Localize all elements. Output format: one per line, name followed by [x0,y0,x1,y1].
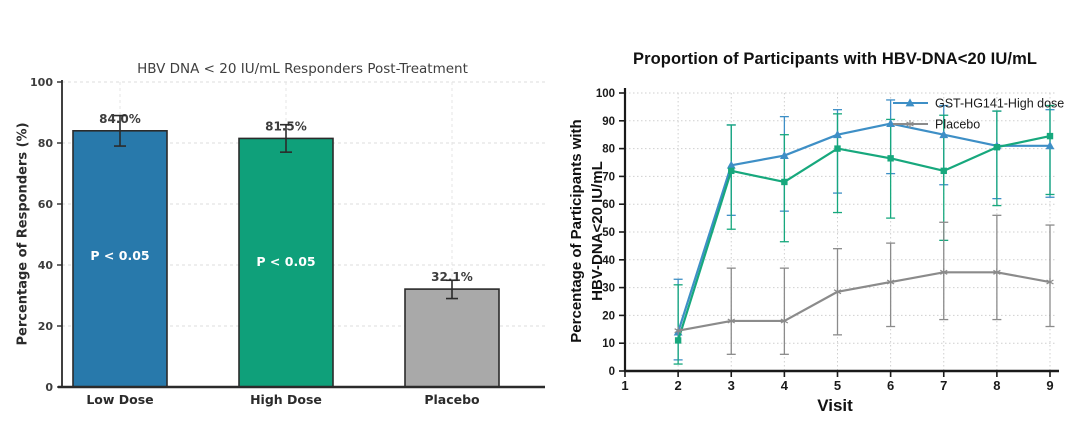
triangle-marker [726,160,736,169]
line-chart-y-axis-label: Percentage of Participants with HBV-DNA<… [566,119,608,342]
bar-chart: P < 0.05 P < 0.0584.0%81.5%32.1%020406080… [30,76,545,407]
line-chart-y-tick-label: 10 [602,338,615,350]
series-line [677,122,1050,333]
bar-chart-y-tick-label: 40 [38,259,54,272]
line-chart-y-axis-label-line1: Percentage of Participants with [568,119,585,343]
star-marker [993,268,1001,277]
bar-chart-y-tick-label: 80 [38,137,54,150]
line-chart-y-tick-label: 90 [602,116,615,128]
square-marker [940,167,947,175]
line-chart-legend: GST-HG141-High dose Placebo [893,97,1064,132]
line-chart-title: Proportion of Participants with HBV-DNA<… [632,50,1038,68]
bar-error-bar [280,123,292,153]
line-chart-x-tick-label: 2 [675,378,682,393]
line-chart-x-tick-label: 3 [728,378,735,393]
line-chart-y-tick-label: 80 [602,144,615,156]
line-chart-y-tick-label: 60 [602,199,615,211]
triangle-marker [779,150,789,159]
triangle-marker [886,118,896,127]
bar-chart-y-tick-label: 20 [38,320,54,333]
line-chart-x-tick-label: 8 [993,378,1000,393]
line-chart-x-tick-label: 6 [887,378,894,393]
line-chart-x-tick-label: 1 [621,378,628,393]
bar-chart-x-tick-label: High Dose [250,392,322,407]
bar-value-label: 32.1% [431,270,473,284]
bar-chart-y-tick-label: 0 [45,381,53,394]
bar-chart-x-tick-label: Placebo [424,392,480,407]
bar-placebo [404,288,500,388]
line-chart-y-tick-label: 70 [602,171,615,183]
square-marker [1046,132,1054,140]
series-markers [674,268,1054,335]
star-marker [1046,278,1054,287]
star-marker [727,316,736,325]
triangle-marker [833,130,842,139]
legend-entry: GST-HG141-High dose [893,97,1064,111]
bar-annotation: P < 0.05 [256,254,315,269]
series-line [677,135,1051,341]
line-chart-y-tick-label: 30 [602,283,615,295]
star-marker [780,316,789,325]
bar-chart-y-tick-label: 60 [38,198,54,211]
square-marker [674,337,682,344]
square-marker [781,178,788,186]
legend-label: Placebo [935,118,980,132]
bar-error-bar [446,279,458,300]
line-chart-y-tick-label: 0 [609,366,615,378]
star-marker [886,278,895,287]
square-marker [728,167,735,175]
bar-chart-axes: 0 20 40 60 80 100 Low Dose High Dose Placebo [30,76,545,407]
triangle-marker [939,130,949,139]
bar-error-bar [114,114,126,147]
line-chart-x-axis-label: Visit [817,396,853,415]
line-chart-y-axis-label-line2: HBV-DNA<20 IU/mL [589,161,606,301]
bar-chart-y-axis-label: Percentage of Responders (%) [15,122,31,346]
series-markers [674,132,1054,344]
bar-low-dose [72,130,168,388]
line-chart-gridlines [625,92,1057,371]
star-marker [906,120,914,128]
bar-chart-title: HBV DNA < 20 IU/mL Responders Post-Treat… [137,61,468,77]
bar-annotation: P < 0.05 [90,248,149,263]
triangle-marker [1045,141,1055,150]
line-chart-x-tick-label: 4 [781,378,789,393]
line-chart-x-tick-label: 5 [834,378,841,393]
series-line [677,271,1051,332]
triangle-marker [905,98,915,107]
line-chart-x-tick-label: 9 [1046,378,1053,393]
line-chart-y-tick-label: 20 [602,310,615,322]
line-chart-y-tick-label: 50 [602,227,615,239]
line-chart-x-tick-label: 7 [940,378,947,393]
line-chart-y-tick-label: 40 [602,255,615,267]
legend-entry: Placebo [893,118,980,132]
line-chart-y-tick-label: 100 [596,88,615,100]
legend-label: GST-HG141-High dose [935,97,1064,111]
bar-chart-x-tick-label: Low Dose [86,392,153,407]
bar-chart-y-tick-label: 100 [30,76,53,89]
bar-high-dose [238,137,334,388]
star-marker [833,287,842,296]
line-chart-axes: 0 10 20 30 40 50 60 70 80 90 100 1 2 3 4 5 6 7 8 9 [596,88,1059,393]
line-chart: 0 10 20 30 40 50 60 70 80 90 100 1 2 3 4 5 6 7 8 9 GST-HG141… [596,88,1064,393]
square-marker [834,145,841,152]
star-marker [939,268,948,277]
square-marker [993,144,1001,151]
series-error-bars [726,214,1055,355]
square-marker [887,155,894,162]
star-marker [674,326,682,335]
